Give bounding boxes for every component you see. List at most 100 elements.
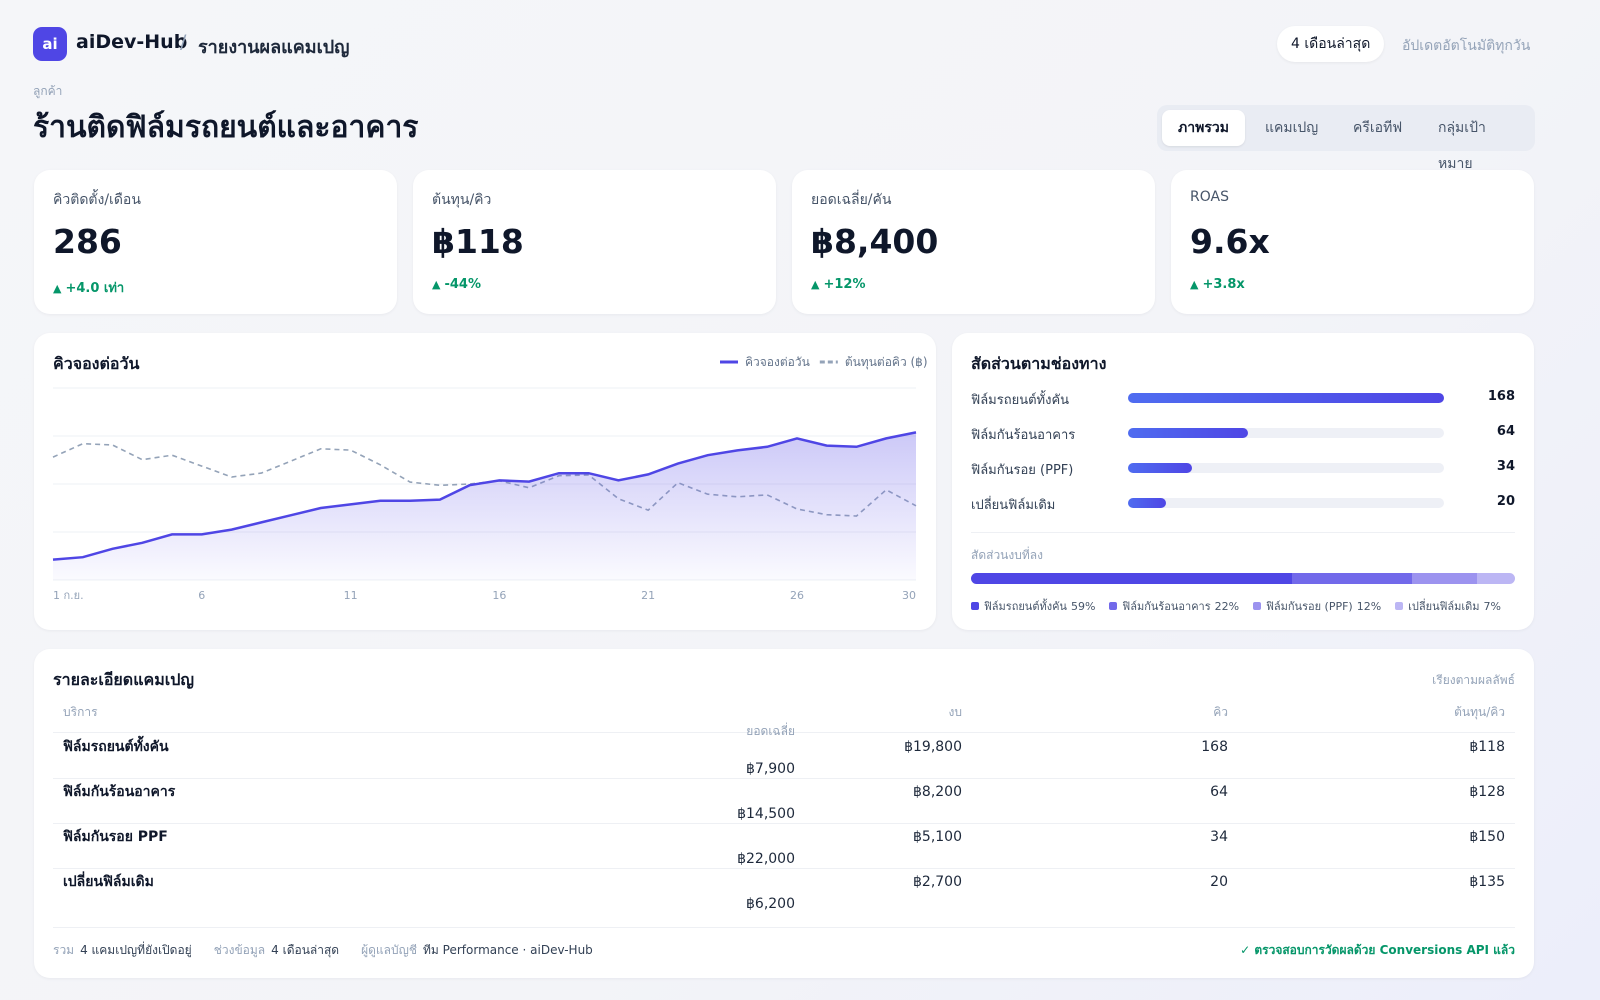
footer-value: 4 เดือนล่าสุด: [271, 943, 340, 957]
footer: รวม 4 แคมเปญที่ยังเปิดอยู่ ช่วงข้อมูล 4 เดื…: [53, 941, 593, 960]
bar-label: ฟิล์มกันรอย (PPF): [971, 463, 1074, 478]
footer-item: ช่วงข้อมูล 4 เดือนล่าสุด: [214, 941, 339, 960]
cell: ฿19,800: [904, 738, 962, 755]
line-chart: 1 ก.ย. 6 11 16 21 26 30 คิวจองต่อวัน ต้นทุนต่อคิ…: [52, 355, 928, 602]
kpi-delta: ▲ +3.8x: [1190, 277, 1245, 292]
delta-value: +4.0 เท่า: [65, 281, 125, 296]
bar-track: [1128, 498, 1444, 508]
brand: aiDev-Hub: [76, 31, 188, 53]
share-title: สัดส่วนงบที่ลง: [971, 548, 1043, 562]
cell: 168: [1201, 738, 1228, 755]
x-tick-label: 16: [492, 589, 506, 602]
legend-name: ฟิล์มกันรอย (PPF): [1266, 600, 1353, 613]
kpi-delta: ▲ +4.0 เท่า: [53, 277, 124, 298]
cell: 64: [1210, 783, 1228, 800]
tab[interactable]: ภาพรวม: [1162, 110, 1245, 146]
bar-value: 168: [1487, 389, 1515, 404]
footer-value: 4 แคมเปญที่ยังเปิดอยู่: [80, 943, 192, 957]
client-name: ร้านติดฟิล์มรถยนต์และอาคาร: [33, 110, 419, 145]
tab[interactable]: ครีเอทีฟ: [1353, 120, 1403, 136]
cell: 34: [1210, 828, 1228, 845]
tab[interactable]: แคมเปญ: [1265, 120, 1319, 136]
channel-card: สัดส่วนตามช่องทาง สัดส่วนงบที่ลง ฟิล์มรถ…: [952, 333, 1534, 630]
delta-arrow: ▲: [1190, 278, 1199, 291]
table-row: ฟิล์มกันรอย PPF ฿5,100 34 ฿150 ฿22,000: [53, 824, 1515, 869]
table-card: รายละเอียดแคมเปญ เรียงตามผลลัพธ์ รวม 4 แค…: [34, 649, 1534, 978]
kpi-value: 286: [53, 222, 122, 261]
legend-name: ฟิล์มรถยนต์ทั้งคัน: [984, 600, 1067, 613]
client-label: ลูกค้า: [33, 84, 63, 98]
column-header: บริการ: [63, 705, 98, 719]
kpi-value: ฿8,400: [811, 222, 939, 261]
kpi-value: ฿118: [432, 222, 524, 261]
kpi-label: ต้นทุน/คิว: [432, 192, 492, 208]
legend-swatch: [1395, 602, 1404, 610]
segment: [971, 573, 1292, 584]
footer-item: ผู้ดูแลบัญชี ทีม Performance · aiDev-Hub: [361, 941, 593, 960]
legend-item: เปลี่ยนฟิล์มเดิม 7%: [1395, 597, 1501, 615]
bar-label: เปลี่ยนฟิล์มเดิม: [971, 498, 1056, 513]
cell: ฟิล์มกันรอย PPF: [63, 828, 168, 845]
legend-item: ฟิล์มรถยนต์ทั้งคัน 59%: [971, 597, 1095, 615]
cell: เปลี่ยนฟิล์มเดิม: [63, 873, 154, 890]
kpi-delta: ▲ +12%: [811, 277, 865, 292]
table-row: เปลี่ยนฟิล์มเดิม ฿2,700 20 ฿135 ฿6,200: [53, 869, 1515, 914]
x-tick-label: 30: [902, 589, 916, 602]
bar-value: 64: [1496, 424, 1515, 439]
kpi-label: ยอดเฉลี่ย/คัน: [811, 192, 892, 208]
legend-value: 7%: [1483, 599, 1501, 613]
footer-value: ทีม Performance · aiDev-Hub: [423, 943, 593, 957]
delta-arrow: ▲: [53, 282, 62, 295]
cell: ฟิล์มกันร้อนอาคาร: [63, 783, 176, 800]
page-title: รายงานผลแคมเปญ: [198, 37, 350, 58]
cell: ฿118: [1469, 738, 1505, 755]
legend-name: ฟิล์มกันร้อนอาคาร: [1122, 600, 1211, 613]
segment: [1476, 573, 1515, 584]
legend-item: ฟิล์มกันรอย (PPF) 12%: [1253, 597, 1381, 615]
x-tick-label: 6: [198, 589, 205, 602]
legend-value: 22%: [1214, 599, 1240, 613]
chart-title: คิวจองต่อวัน: [53, 354, 140, 373]
column-header: งบ: [948, 705, 962, 719]
kpi-label: ROAS: [1190, 189, 1229, 205]
line: [52, 431, 917, 561]
bar-track: [1128, 393, 1444, 403]
bar-track: [1128, 428, 1444, 438]
bar-label: ฟิล์มรถยนต์ทั้งคัน: [971, 393, 1070, 408]
auto-update: อัปเดตอัตโนมัติทุกวัน: [1402, 38, 1531, 54]
delta-value: +12%: [823, 277, 866, 292]
range-button[interactable]: 4 เดือนล่าสุด: [1277, 26, 1385, 62]
bar-label: ฟิล์มกันร้อนอาคาร: [971, 428, 1076, 443]
cell: 20: [1210, 873, 1228, 890]
legend-name: เปลี่ยนฟิล์มเดิม: [1408, 600, 1480, 613]
table-row: ฟิล์มรถยนต์ทั้งคัน ฿19,800 168 ฿118 ฿7,900: [53, 734, 1515, 779]
cell: ฿135: [1469, 873, 1505, 890]
footer-label: รวม: [53, 943, 75, 957]
legend-value: 12%: [1356, 599, 1382, 613]
cell: ฿7,900: [746, 760, 795, 777]
cell: ฿6,200: [746, 896, 795, 913]
x-tick-label: 26: [790, 589, 804, 602]
footer-label: ช่วงข้อมูล: [213, 943, 266, 957]
kpi-card: ยอดเฉลี่ย/คัน฿8,400 ▲ +12%: [792, 170, 1155, 314]
bar: [1128, 428, 1249, 438]
separator: /: [180, 31, 187, 53]
sort-button[interactable]: เรียงตามผลลัพธ์: [1432, 673, 1515, 687]
segment: [1411, 573, 1477, 584]
tab[interactable]: กลุ่มเป้าหมาย: [1438, 120, 1486, 172]
column-header: คิว: [1213, 705, 1228, 719]
area: [53, 432, 916, 580]
kpi-label: คิวติดตั้ง/เดือน: [53, 192, 141, 208]
bar-value: 20: [1496, 494, 1515, 509]
line-card: คิวจองต่อวัน 1 ก.ย. 6 11 16 21 26 30 คิวจองต่อว…: [34, 333, 936, 630]
cell: ฿22,000: [737, 850, 795, 867]
cell: ฿5,100: [913, 828, 962, 845]
delta-arrow: ▲: [811, 278, 820, 291]
divider: [971, 532, 1515, 533]
delta-value: -44%: [444, 277, 481, 292]
kpi-value: 9.6x: [1190, 222, 1270, 261]
cell: ฟิล์มรถยนต์ทั้งคัน: [63, 738, 169, 755]
logo: ai: [33, 27, 67, 61]
